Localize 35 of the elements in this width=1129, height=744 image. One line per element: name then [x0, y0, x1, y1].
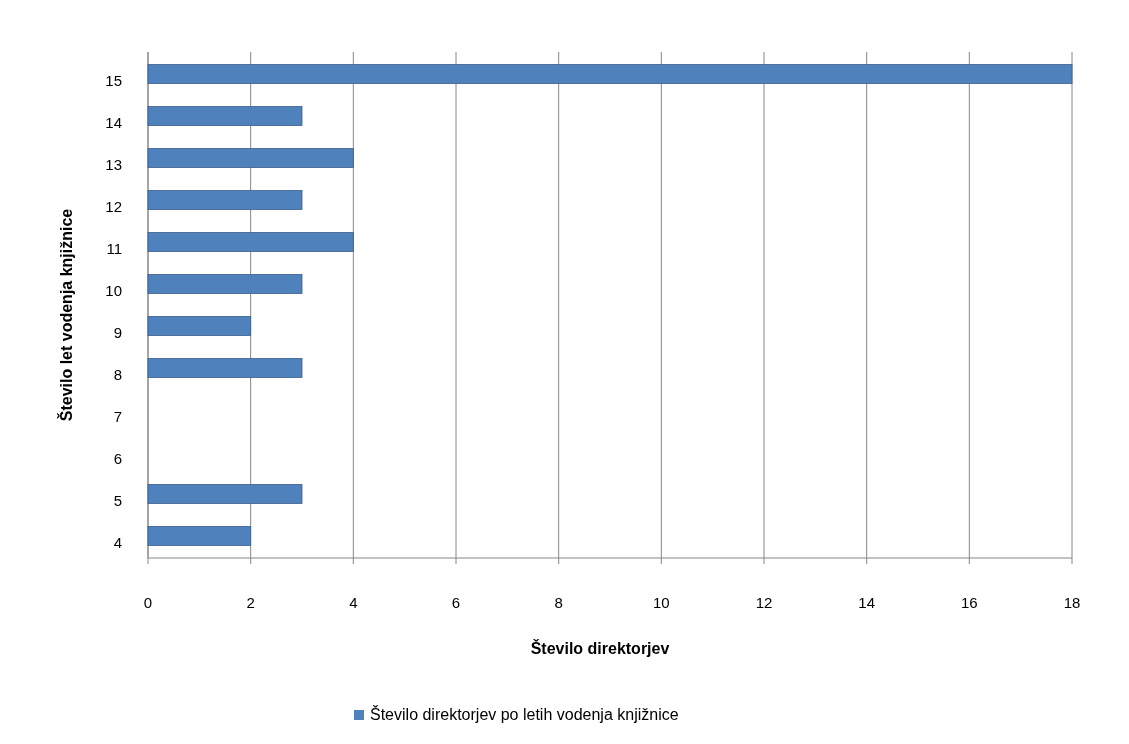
x-tick-label: 10 [652, 594, 670, 611]
bar [147, 190, 303, 210]
y-tick-label: 15 [105, 72, 122, 90]
x-tick-label: 2 [246, 594, 255, 611]
y-tick-label: 12 [105, 198, 122, 216]
y-tick-label: 9 [113, 324, 122, 341]
legend-label: Število direktorjev po letih vodenja knjižnice [370, 705, 679, 723]
y-tick-label: 8 [113, 365, 122, 383]
y-tick-label: 6 [113, 449, 122, 467]
bar [147, 64, 1073, 84]
y-axis-title: Število let vodenja knjižnice [57, 208, 75, 422]
x-tick-label: 8 [554, 594, 563, 611]
y-tick-label: 7 [113, 407, 122, 425]
y-tick-label: 4 [113, 533, 122, 551]
y-tick-label: 11 [106, 240, 122, 258]
bar [147, 484, 303, 504]
y-tick-label: 10 [105, 282, 122, 299]
x-tick-label: 4 [349, 594, 358, 611]
x-tick-label: 6 [451, 594, 461, 611]
bar [147, 316, 252, 336]
bar [147, 526, 252, 546]
bar [147, 106, 303, 126]
x-tick-label: 0 [143, 594, 153, 611]
y-tick-label: 5 [113, 491, 122, 509]
y-tick-label: 13 [105, 156, 122, 174]
y-tick-label: 14 [105, 114, 122, 132]
x-tick-label: 18 [1063, 594, 1081, 611]
bar [147, 232, 354, 252]
bar [147, 274, 303, 294]
bar [147, 148, 354, 168]
x-tick-label: 12 [755, 594, 773, 611]
bar [147, 358, 303, 378]
x-axis-title: Število direktorjev [530, 639, 670, 657]
x-tick-label: 16 [960, 594, 978, 611]
x-tick-label: 14 [858, 594, 876, 611]
